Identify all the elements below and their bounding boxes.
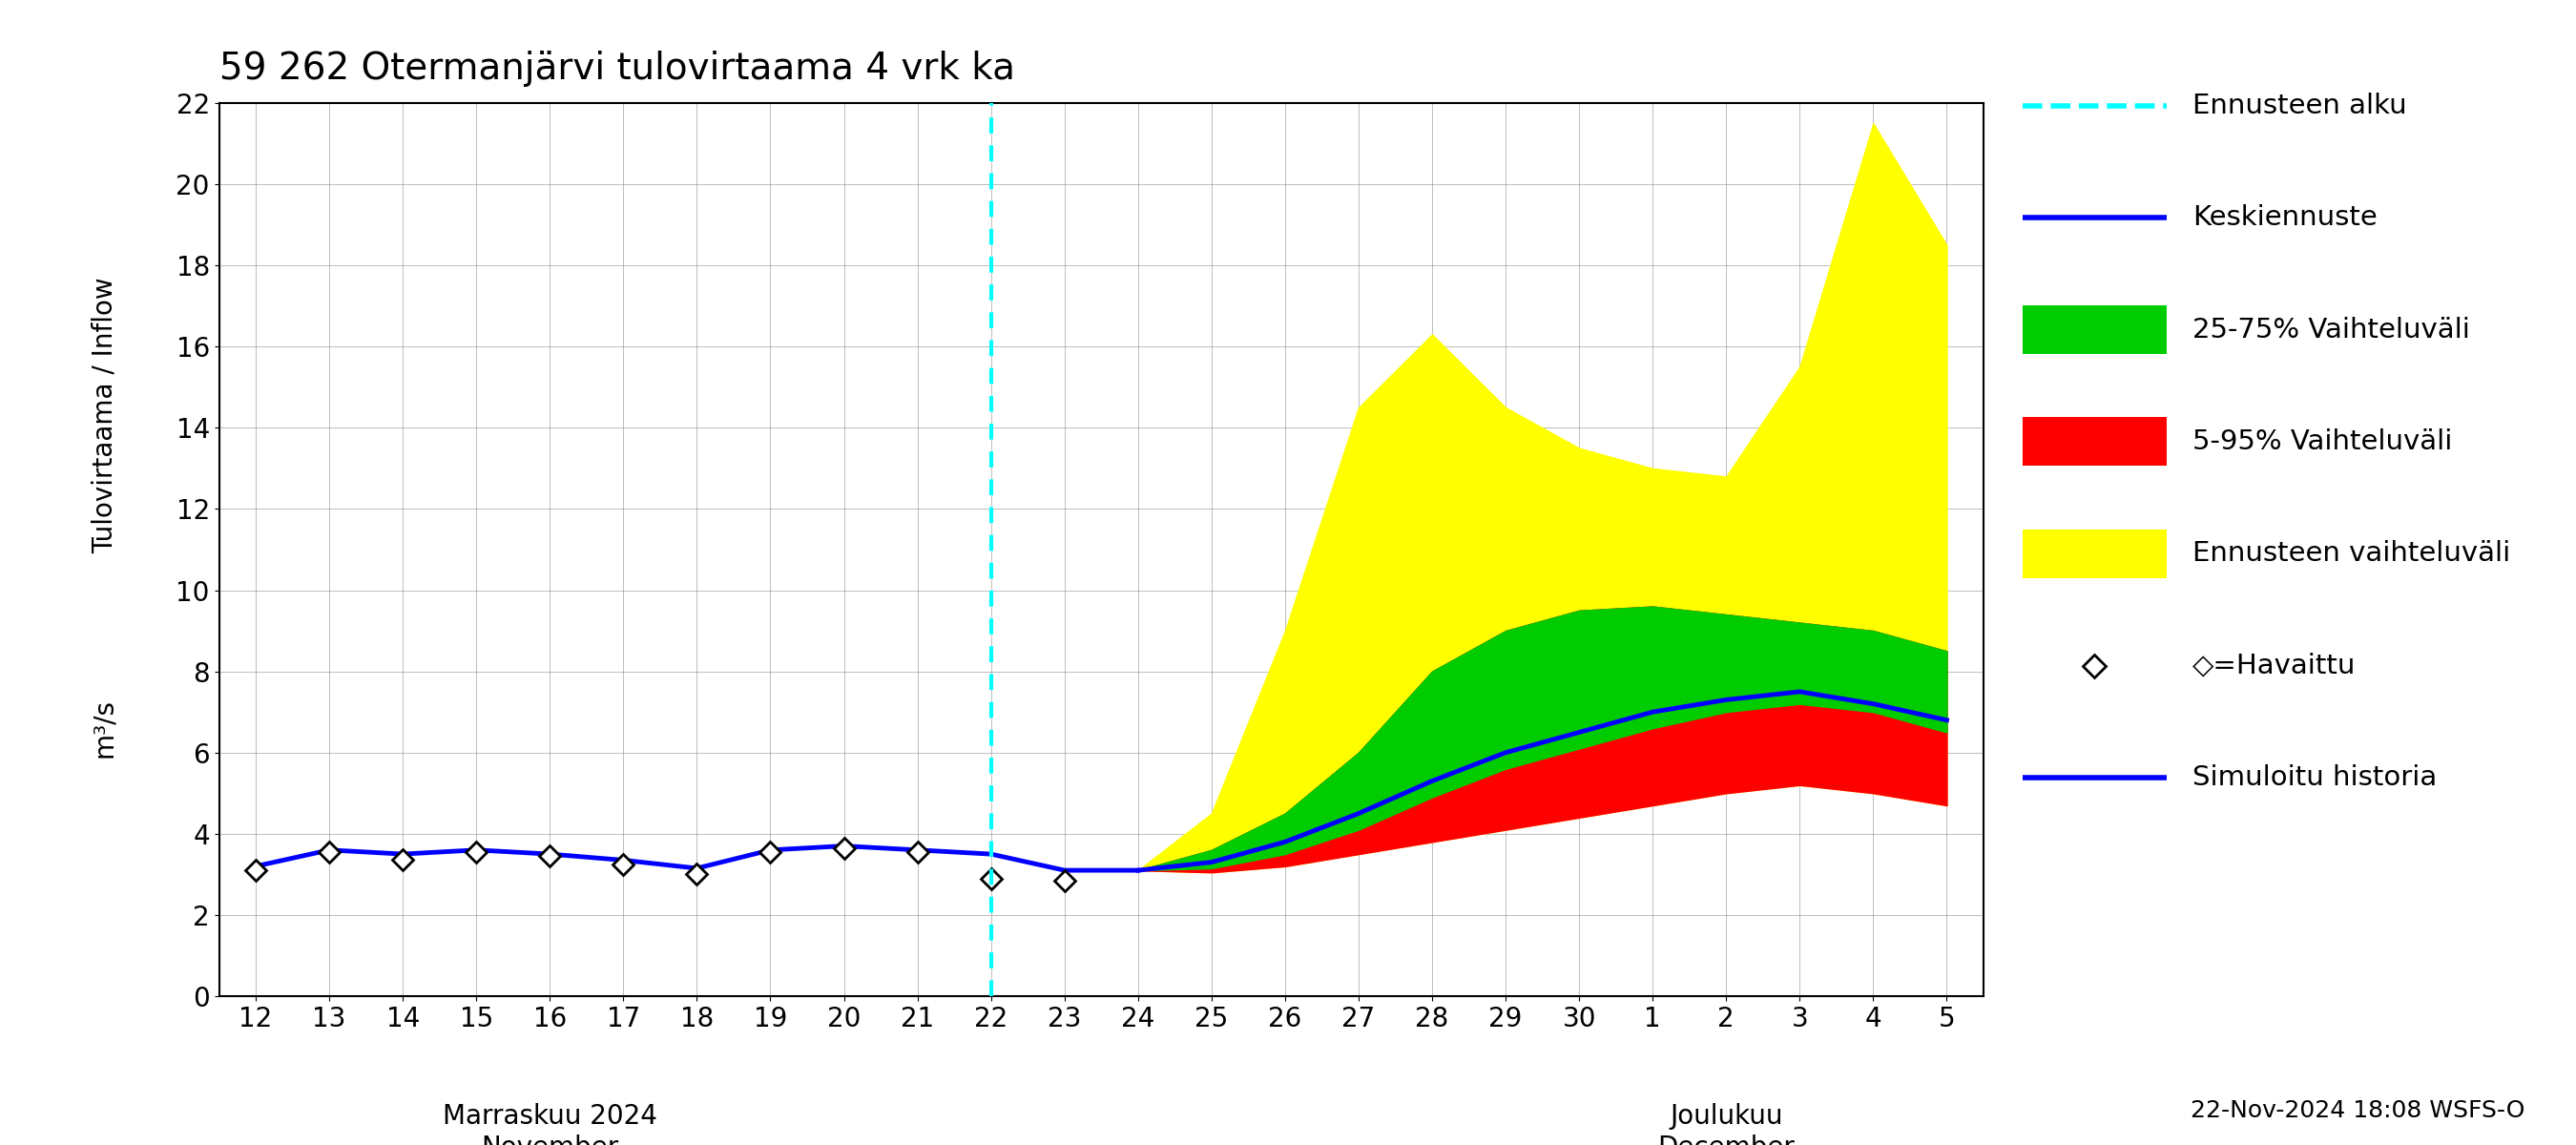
Text: Marraskuu 2024
November: Marraskuu 2024 November — [443, 1104, 657, 1145]
Bar — [2022, 529, 2166, 578]
Text: Keskiennuste: Keskiennuste — [2192, 205, 2378, 231]
Text: Tulovirtaama / Inflow: Tulovirtaama / Inflow — [90, 277, 118, 554]
Text: 22-Nov-2024 18:08 WSFS-O: 22-Nov-2024 18:08 WSFS-O — [2190, 1099, 2524, 1122]
Text: Ennusteen vaihteluväli: Ennusteen vaihteluväli — [2192, 540, 2509, 567]
Text: 5-95% Vaihteluväli: 5-95% Vaihteluväli — [2192, 428, 2452, 455]
Text: m³/s: m³/s — [90, 698, 118, 758]
Text: 59 262 Otermanjärvi tulovirtaama 4 vrk ka: 59 262 Otermanjärvi tulovirtaama 4 vrk k… — [219, 50, 1015, 87]
Bar — [2022, 306, 2166, 354]
Text: Ennusteen alku: Ennusteen alku — [2192, 93, 2406, 119]
Text: Simuloitu historia: Simuloitu historia — [2192, 764, 2437, 791]
Text: Joulukuu
December: Joulukuu December — [1656, 1104, 1795, 1145]
Bar — [2022, 418, 2166, 466]
Text: 25-75% Vaihteluväli: 25-75% Vaihteluväli — [2192, 316, 2470, 344]
Text: ◇=Havaittu: ◇=Havaittu — [2192, 653, 2354, 679]
